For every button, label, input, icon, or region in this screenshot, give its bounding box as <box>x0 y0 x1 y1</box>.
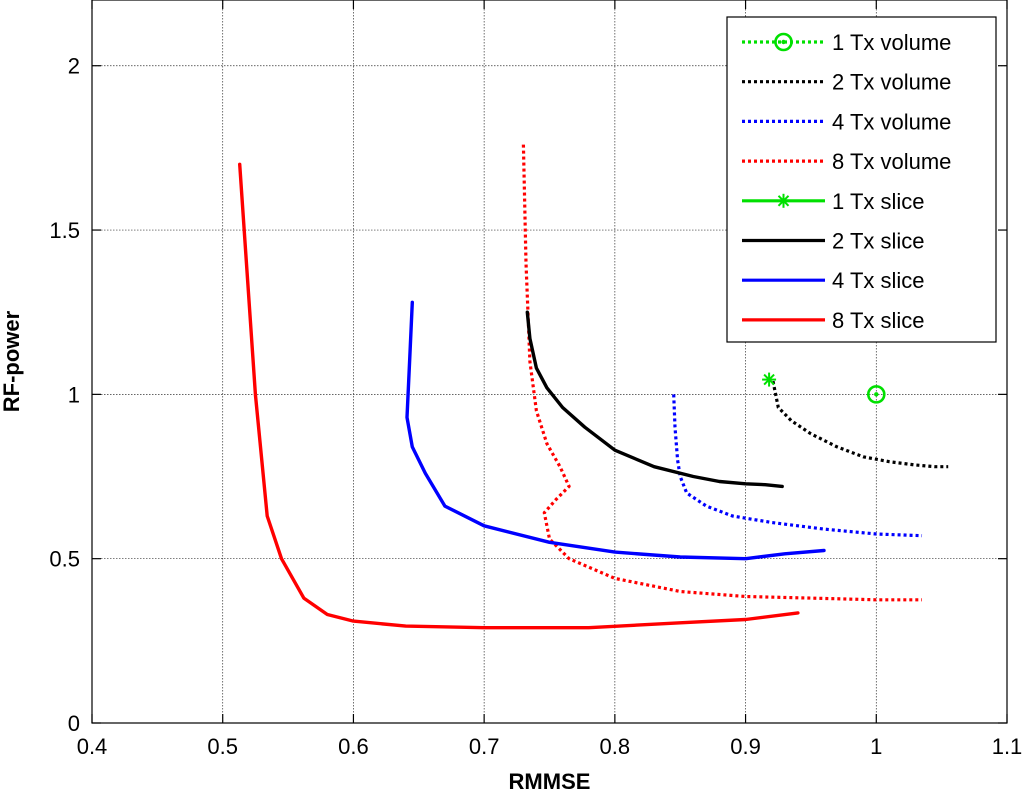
legend-label: 2 Tx slice <box>832 229 925 254</box>
circle-marker-dot <box>874 392 879 397</box>
series-line <box>771 380 949 469</box>
series-line <box>521 144 922 602</box>
series-2-tx-volume <box>771 380 949 469</box>
circle-marker <box>866 385 886 404</box>
x-axis-title: RMMSE <box>509 769 591 793</box>
x-tick-label: 0.8 <box>600 734 631 759</box>
star-marker <box>762 372 777 387</box>
star-marker <box>776 193 791 208</box>
y-tick-label: 1.5 <box>49 218 80 243</box>
x-tick-label: 0.4 <box>77 734 108 759</box>
y-tick-label: 2 <box>68 54 80 79</box>
series-8-tx-volume <box>521 144 922 602</box>
legend-item: 1 Tx volume <box>742 30 951 55</box>
series-8-tx-slice <box>238 162 800 630</box>
y-axis-title: RF-power <box>0 310 24 412</box>
series-2-tx-slice <box>525 310 784 489</box>
series-1-tx-volume <box>866 385 886 404</box>
series-line <box>238 162 800 630</box>
legend-label: 1 Tx volume <box>832 30 951 55</box>
series-layer <box>238 144 949 630</box>
legend-item: 4 Tx slice <box>742 268 925 293</box>
legend-label: 8 Tx volume <box>832 149 951 174</box>
series-4-tx-slice <box>405 300 826 561</box>
y-tick-label: 0.5 <box>49 547 80 572</box>
x-tick-label: 1.1 <box>992 734 1023 759</box>
circle-marker <box>774 32 793 52</box>
series-4-tx-volume <box>672 394 923 538</box>
series-line <box>672 394 923 538</box>
legend-item: 2 Tx slice <box>742 229 925 254</box>
x-tick-label: 0.6 <box>338 734 369 759</box>
legend-box <box>726 16 997 343</box>
series-line <box>525 310 784 489</box>
legend-item: 2 Tx volume <box>742 70 951 95</box>
series-1-tx-slice <box>762 372 777 387</box>
legend-label: 8 Tx slice <box>832 308 925 333</box>
x-tick-label: 1 <box>870 734 882 759</box>
x-tick-label: 0.7 <box>469 734 500 759</box>
legend-label: 4 Tx volume <box>832 109 951 134</box>
y-tick-label: 0 <box>68 711 80 736</box>
legend: 1 Tx volume 2 Tx volume 4 Tx volume 8 Tx vo… <box>726 16 997 343</box>
plot-frame <box>91 0 1008 724</box>
circle-marker-dot <box>781 39 786 45</box>
y-tick-label: 1 <box>68 382 80 407</box>
legend-item: 1 Tx slice <box>742 189 925 214</box>
legend-label: 2 Tx volume <box>832 70 951 95</box>
legend-label: 1 Tx slice <box>832 189 925 214</box>
x-tick-label: 0.9 <box>730 734 761 759</box>
legend-item: 8 Tx slice <box>742 308 925 333</box>
ticks: 0.4 0.5 0.6 0.7 0.8 0.9 1 1.1 0 0.5 1 1.5 2 <box>49 0 1022 759</box>
series-line <box>405 300 826 561</box>
legend-item: 8 Tx volume <box>742 149 951 174</box>
x-tick-label: 0.5 <box>207 734 238 759</box>
legend-item: 4 Tx volume <box>742 109 951 134</box>
legend-label: 4 Tx slice <box>832 268 925 293</box>
